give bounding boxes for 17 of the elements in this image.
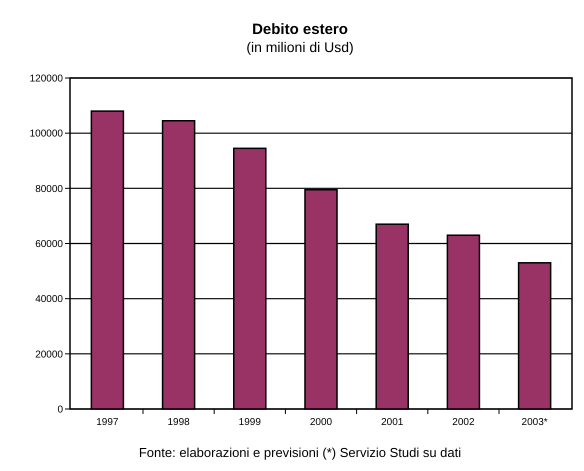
x-tick-label: 1998: [167, 417, 190, 428]
y-tick-label: 120000: [30, 74, 64, 84]
x-tick-label: 2002: [452, 417, 475, 428]
y-tick-label: 0: [57, 404, 64, 416]
x-tick-label: 2001: [381, 417, 404, 428]
x-tick-label: 2003*: [522, 417, 548, 428]
chart-subtitle: (in milioni di Usd): [246, 39, 354, 55]
x-tick-label: 2000: [310, 417, 333, 428]
y-tick-label: 80000: [35, 184, 64, 195]
y-tick-label: 40000: [35, 294, 64, 306]
y-tick-label: 20000: [35, 349, 64, 360]
x-tick-label: 1999: [238, 417, 262, 428]
y-tick-label: 100000: [30, 128, 64, 140]
x-tick-label: 1997: [96, 417, 119, 428]
source-note: Fonte: elaborazioni e previsioni (*) Servizio Studi su dati: [138, 445, 462, 460]
chart-title: Debito estero: [252, 21, 348, 38]
y-tick-label: 60000: [35, 239, 64, 250]
